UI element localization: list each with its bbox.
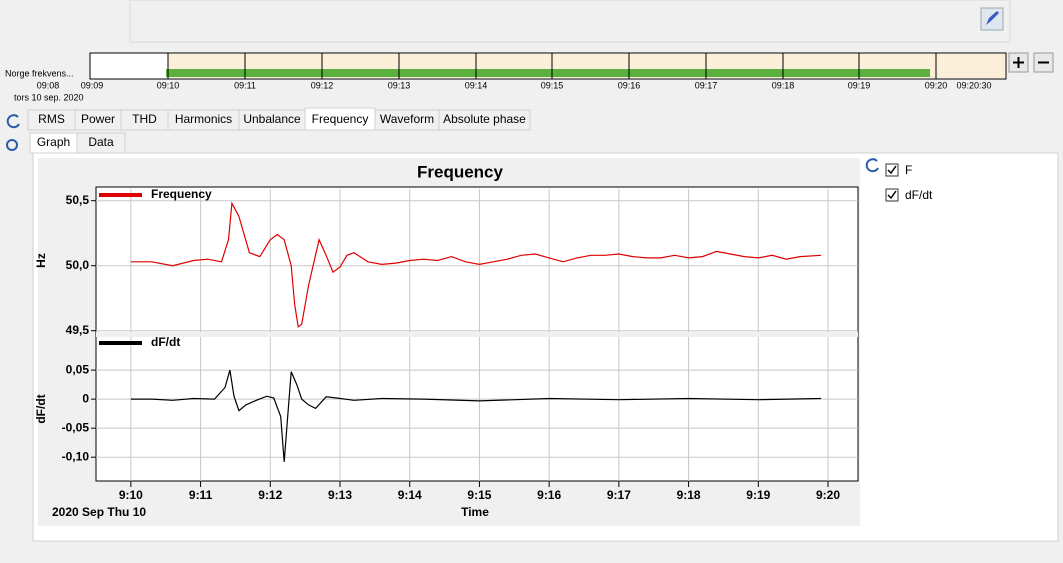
y-axis-title: dF/dt	[34, 394, 48, 423]
timeline-tick-label: 09:20	[925, 80, 948, 90]
y-tick-label: 50,5	[66, 193, 90, 207]
timeline-tick-label: 09:09	[81, 80, 104, 90]
timeline-tick-label: 09:18	[772, 80, 795, 90]
tab-label: RMS	[38, 112, 65, 126]
data-line	[130, 369, 822, 462]
tab[interactable]	[438, 109, 531, 131]
panel-gap	[96, 332, 858, 337]
tab-label: Frequency	[312, 112, 369, 126]
plus-icon	[1013, 57, 1024, 68]
timeline-date: tors 10 sep. 2020	[14, 92, 84, 102]
timeline-grid	[167, 53, 937, 79]
y-tick-label: -0,10	[62, 449, 90, 463]
x-tick-label: 9:20	[816, 488, 840, 502]
tab-label: THD	[132, 112, 157, 126]
checkbox[interactable]	[885, 188, 899, 202]
timeline-tick-label: 09:15	[541, 80, 564, 90]
x-tick-label: 9:10	[119, 488, 143, 502]
subtab-label: Data	[88, 135, 114, 149]
pencil-icon	[986, 11, 999, 25]
tab-label: Power	[81, 112, 115, 126]
timeline-tick-label: 09:17	[695, 80, 718, 90]
data-line	[130, 201, 822, 328]
timeline-tick-label: 09:20:30	[956, 80, 991, 90]
legend-label: dF/dt	[151, 335, 180, 349]
y-tick-label: 0	[82, 391, 89, 405]
checkbox-label: dF/dt	[905, 188, 933, 202]
checkbox-label: F	[905, 163, 912, 177]
timeline-label: Norge frekvens...	[5, 68, 74, 78]
x-tick-label: 9:16	[537, 488, 561, 502]
y-axis-title: Hz	[34, 253, 48, 268]
legend-label: Frequency	[151, 187, 212, 201]
check-mark	[887, 190, 897, 200]
y-tick-label: 0,05	[66, 362, 90, 376]
timeline-tick-label: 09:16	[618, 80, 641, 90]
tab-label: Absolute phase	[443, 112, 526, 126]
timeline-tick-label: 09:13	[388, 80, 411, 90]
refresh-icon[interactable]	[6, 114, 20, 129]
timeline-tick-label: 09:08	[37, 80, 60, 90]
x-tick-label: 9:17	[607, 488, 631, 502]
y-tick-label: 49,5	[66, 323, 90, 337]
timeline-tick-label: 09:14	[465, 80, 488, 90]
date-label: 2020 Sep Thu 10	[52, 505, 146, 519]
x-axis-title: Time	[461, 505, 489, 519]
timeline-tick-label: 09:19	[848, 80, 871, 90]
timeline-tick-label: 09:10	[157, 80, 180, 90]
checkbox[interactable]	[885, 163, 899, 177]
y-tick-label: -0,05	[62, 420, 90, 434]
check-mark	[887, 165, 897, 175]
top-panel	[129, 0, 1011, 43]
x-tick-label: 9:18	[677, 488, 701, 502]
y-tick-label: 50,0	[66, 258, 90, 272]
chart-title: Frequency	[417, 162, 504, 181]
chart-refresh[interactable]	[865, 158, 879, 173]
x-tick-label: 9:15	[467, 488, 491, 502]
tab-label: Harmonics	[175, 112, 232, 126]
timeline-data	[166, 69, 930, 77]
x-tick-label: 9:14	[398, 488, 422, 502]
timeline-tick-label: 09:11	[234, 80, 256, 90]
timeline-tick-label: 09:12	[311, 80, 334, 90]
subtab[interactable]	[76, 132, 126, 154]
x-tick-label: 9:13	[328, 488, 352, 502]
x-tick-label: 9:12	[258, 488, 282, 502]
x-tick-label: 9:11	[189, 488, 213, 502]
tab-label: Waveform	[380, 112, 434, 126]
zoom-reset-icon[interactable]	[6, 139, 18, 151]
subtab-label: Graph	[37, 135, 70, 149]
x-tick-label: 9:19	[746, 488, 770, 502]
tab-label: Unbalance	[243, 112, 301, 126]
